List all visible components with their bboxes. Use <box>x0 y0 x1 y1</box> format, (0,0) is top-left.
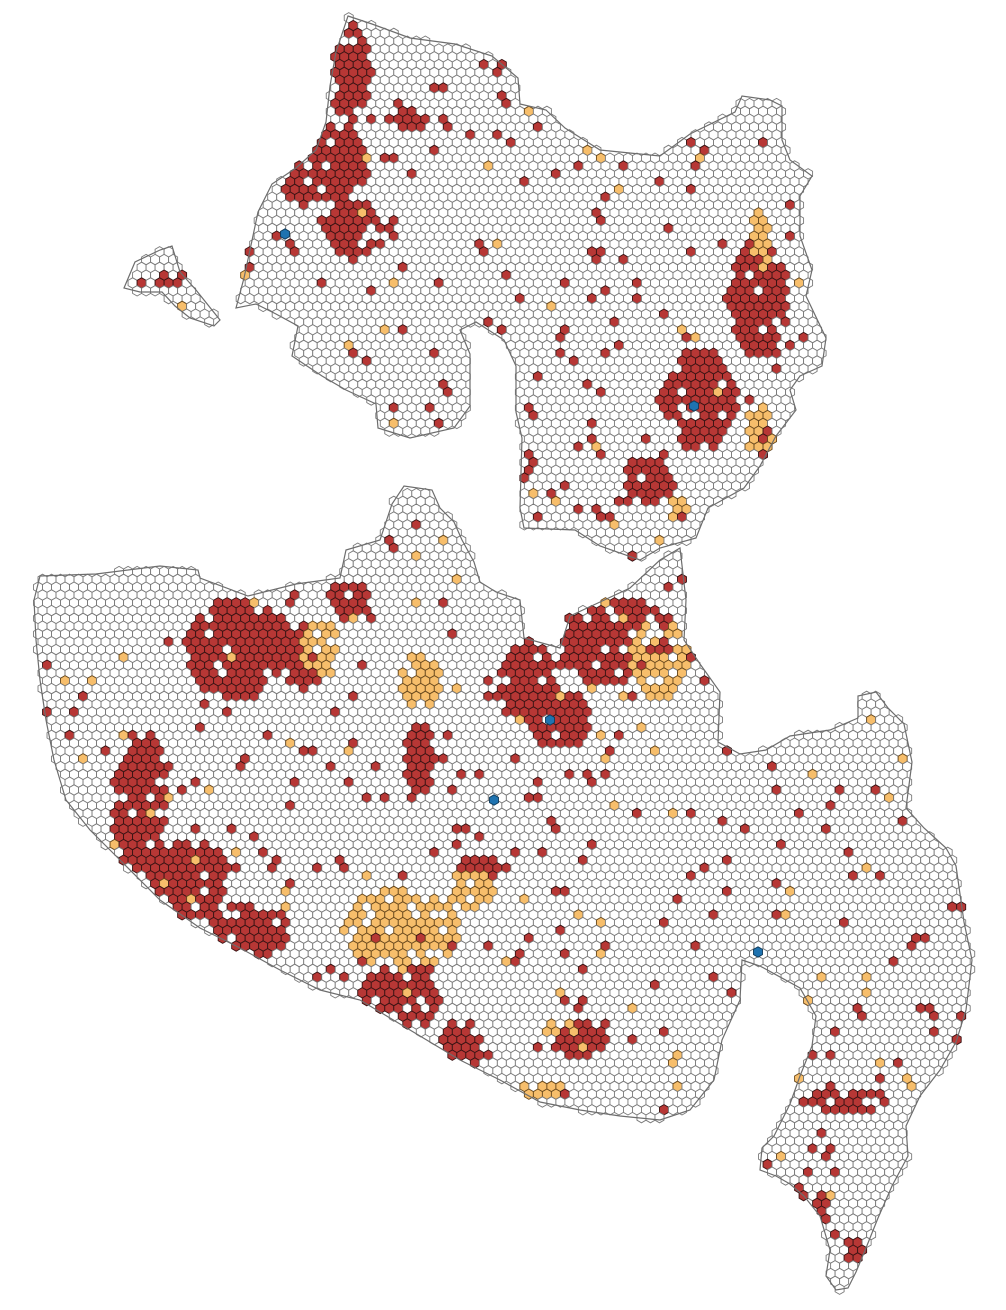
hex-cell-empty <box>325 370 336 383</box>
hex-cell-empty <box>555 519 566 531</box>
hex-cell-layer <box>33 12 976 1295</box>
hex-cell-empty <box>339 378 350 391</box>
hex-cell-empty <box>442 417 453 430</box>
hex-cell-empty <box>713 495 723 508</box>
hex-cell-empty <box>650 542 660 554</box>
hex-cell-empty <box>402 425 413 437</box>
hex-cell-empty <box>564 519 575 531</box>
hex-cell-empty <box>663 534 674 547</box>
hex-cell-empty <box>141 285 152 297</box>
hex-cell-empty <box>244 292 255 305</box>
hex-cell-empty <box>465 316 476 328</box>
hex-cell-empty <box>190 308 201 320</box>
hex-cell-empty <box>150 285 161 297</box>
hex-cell-empty <box>411 425 422 437</box>
